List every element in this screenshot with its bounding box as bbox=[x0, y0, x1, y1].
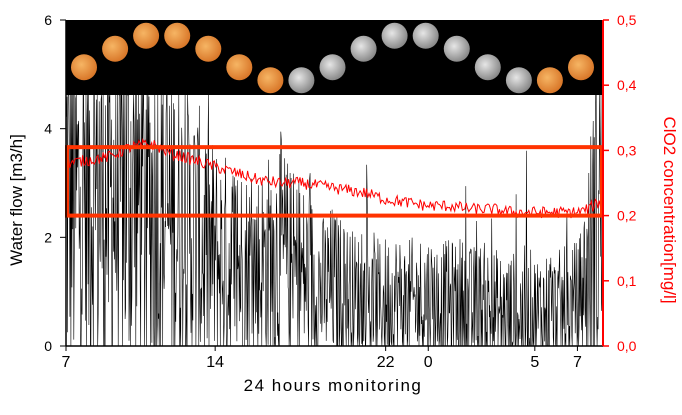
sun-icon bbox=[195, 35, 222, 62]
x-tick-label: 22 bbox=[377, 354, 395, 371]
left-y-tick-label: 0 bbox=[44, 338, 52, 354]
series-line-clo2 bbox=[65, 138, 604, 219]
right-y-tick-label: 0,5 bbox=[617, 12, 637, 28]
right-y-tick-label: 0,4 bbox=[617, 77, 637, 93]
moon-icon bbox=[443, 35, 470, 62]
sun-icon bbox=[536, 67, 563, 94]
right-y-axis: 0,0 0,1 0,2 0,3 0,4 0,5 bbox=[603, 12, 637, 354]
moon-icon bbox=[319, 54, 346, 81]
sky-strip bbox=[66, 20, 603, 95]
sun-icon bbox=[102, 35, 129, 62]
left-y-axis: 0 2 4 6 bbox=[44, 12, 66, 354]
sun-icon bbox=[133, 22, 160, 49]
x-axis-label: 24 hours monitoring bbox=[244, 376, 423, 395]
left-y-tick-label: 6 bbox=[44, 12, 52, 28]
plot-frame bbox=[65, 20, 604, 347]
moon-icon bbox=[381, 22, 408, 49]
sun-icon bbox=[164, 22, 191, 49]
right-y-tick-label: 0,2 bbox=[617, 208, 637, 224]
plot-area bbox=[65, 94, 604, 347]
moon-icon bbox=[474, 54, 501, 81]
left-y-tick-label: 4 bbox=[44, 121, 52, 137]
x-tick-label: 7 bbox=[62, 354, 71, 371]
moon-icon bbox=[505, 67, 532, 94]
right-y-tick-label: 0,3 bbox=[617, 142, 637, 158]
right-y-tick-label: 0,1 bbox=[617, 273, 637, 289]
series-line-water-flow bbox=[65, 94, 604, 347]
sun-icon bbox=[568, 54, 594, 81]
moon-icon bbox=[350, 35, 377, 62]
right-y-tick-label: 0,0 bbox=[617, 338, 637, 354]
x-tick-label: 0 bbox=[424, 354, 433, 371]
moon-icon bbox=[288, 67, 315, 94]
x-tick-label: 7 bbox=[573, 354, 582, 371]
right-y-axis-label: ClO2 concentration[mg/l] bbox=[660, 116, 679, 303]
moon-icon bbox=[412, 22, 439, 49]
x-tick-label: 5 bbox=[530, 354, 539, 371]
left-y-tick-label: 2 bbox=[44, 229, 52, 245]
sun-icon bbox=[71, 54, 97, 81]
left-y-axis-label: Water flow [m3/h] bbox=[7, 134, 26, 266]
x-axis: 7 14 22 0 5 7 bbox=[62, 346, 582, 371]
sun-icon bbox=[257, 67, 284, 94]
x-tick-label: 14 bbox=[206, 354, 224, 371]
sun-icon bbox=[226, 54, 253, 81]
